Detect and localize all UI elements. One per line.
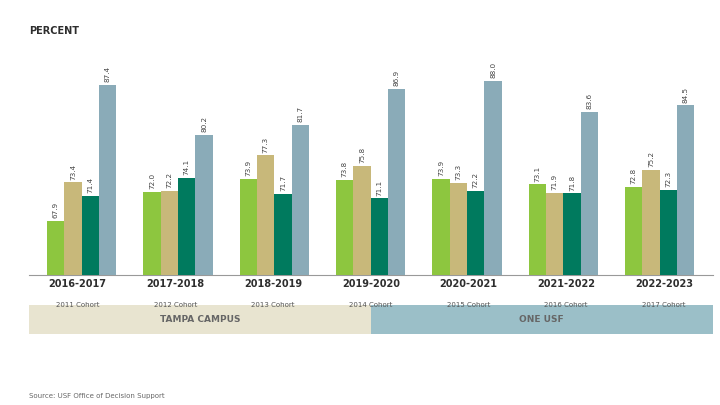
Text: 86.9: 86.9 [394,70,400,86]
Text: Source: USF Office of Decision Support: Source: USF Office of Decision Support [29,393,164,399]
Bar [450,183,467,405]
Text: 2014 Cohort: 2014 Cohort [349,302,392,308]
Text: TAMPA CAMPUS: TAMPA CAMPUS [160,315,240,324]
Text: 75.2: 75.2 [648,151,654,167]
Text: 2011 Cohort: 2011 Cohort [56,302,99,308]
Text: 77.3: 77.3 [263,136,269,153]
Bar [625,187,642,405]
Bar [371,198,388,405]
Bar [161,191,178,405]
Bar [178,177,195,405]
Text: 74.1: 74.1 [184,159,190,175]
Text: 73.3: 73.3 [456,164,462,180]
Text: PERCENT: PERCENT [29,26,78,36]
Legend: WHITE, BLACK, HISPANIC, ASIAN: WHITE, BLACK, HISPANIC, ASIAN [247,403,495,405]
Text: 72.0: 72.0 [149,173,155,189]
Text: 72.2: 72.2 [473,172,479,188]
Bar [433,179,450,405]
Text: 67.9: 67.9 [53,202,59,218]
Text: 2013 Cohort: 2013 Cohort [251,302,294,308]
Text: 75.8: 75.8 [359,147,365,163]
Bar [388,89,405,405]
Bar [240,179,257,405]
Text: 71.8: 71.8 [569,175,575,191]
Text: 71.4: 71.4 [87,177,94,194]
Bar [564,194,581,405]
Text: 88.0: 88.0 [490,62,496,78]
Bar [485,81,502,405]
Bar [65,182,82,405]
Text: 87.4: 87.4 [105,66,111,82]
Text: 71.1: 71.1 [377,179,382,196]
Bar [677,105,695,405]
Text: 2018-2019: 2018-2019 [244,279,302,290]
Bar [336,179,354,405]
Text: 2017 Cohort: 2017 Cohort [642,302,685,308]
Text: 73.9: 73.9 [438,160,444,176]
Bar [642,170,660,405]
Text: 2017-2018: 2017-2018 [146,279,204,290]
Text: 83.6: 83.6 [587,93,593,109]
Text: 73.8: 73.8 [342,161,348,177]
Bar [528,184,546,405]
Bar [82,196,99,405]
Bar [354,166,371,405]
Text: 73.4: 73.4 [70,164,76,179]
Bar [143,192,161,405]
Text: 2016-2017: 2016-2017 [49,279,107,290]
Text: 84.5: 84.5 [683,86,689,102]
Text: 73.9: 73.9 [246,160,251,176]
Bar [99,85,117,405]
Text: 2020-2021: 2020-2021 [439,279,498,290]
Text: 73.1: 73.1 [534,166,541,182]
Bar [546,193,564,405]
Text: 2022-2023: 2022-2023 [635,279,693,290]
Text: 80.2: 80.2 [201,116,207,132]
Text: 71.9: 71.9 [552,174,558,190]
Text: 2021-2022: 2021-2022 [537,279,595,290]
Bar [47,221,65,405]
Bar [581,111,598,405]
Bar [195,135,213,405]
Text: 72.2: 72.2 [166,172,173,188]
Text: ONE USF: ONE USF [520,315,564,324]
Bar [467,191,485,405]
Bar [292,125,309,405]
Text: 2019-2020: 2019-2020 [342,279,400,290]
Text: 72.3: 72.3 [665,171,672,187]
Bar [257,155,274,405]
Text: 72.8: 72.8 [631,168,636,184]
Text: 2016 Cohort: 2016 Cohort [544,302,588,308]
Text: 2012 Cohort: 2012 Cohort [153,302,197,308]
Text: 71.7: 71.7 [280,175,286,192]
Bar [274,194,292,405]
Bar [660,190,677,405]
Text: 81.7: 81.7 [297,106,303,122]
Text: 2015 Cohort: 2015 Cohort [447,302,490,308]
